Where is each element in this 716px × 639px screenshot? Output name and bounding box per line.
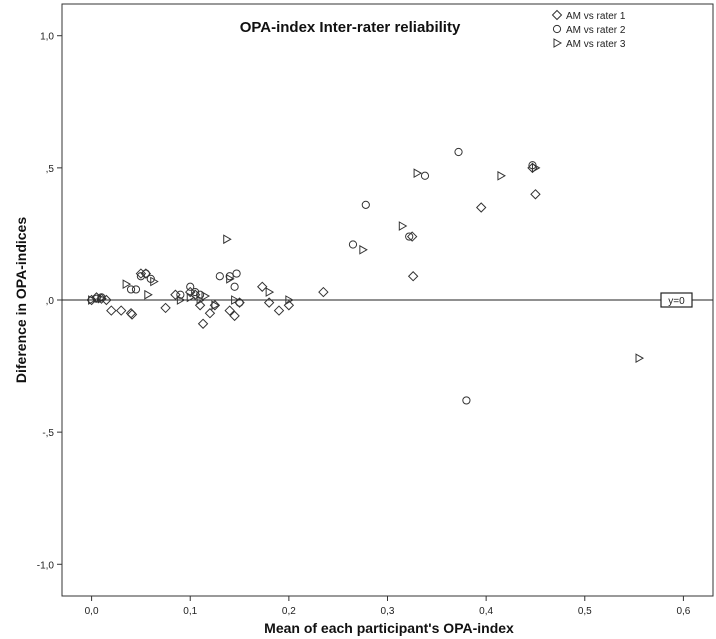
x-tick-label: 0,4 xyxy=(479,606,493,617)
data-point-diamond xyxy=(115,305,127,316)
data-point-circle xyxy=(176,290,185,299)
data-point-diamond xyxy=(406,231,418,242)
data-point-circle xyxy=(232,269,241,278)
data-point-diamond xyxy=(101,294,112,306)
data-point-diamond xyxy=(106,305,117,316)
data-point-diamond xyxy=(126,309,138,320)
data-point-triangle xyxy=(144,289,153,300)
data-point-triangle xyxy=(150,276,159,287)
x-tick-label: 0,6 xyxy=(676,606,690,617)
reference-line-label: y=0 xyxy=(668,296,685,307)
x-axis-ticks: 0,0 0,1 0,2 0,3 0,4 0,5 0,6 xyxy=(85,596,691,617)
data-point-circle xyxy=(225,272,234,281)
x-tick-label: 0,0 xyxy=(85,606,99,617)
data-point-circle xyxy=(141,269,150,278)
data-point-circle xyxy=(131,285,141,294)
y-axis-title: Diference in OPA-indices xyxy=(13,217,29,383)
data-point-triangle xyxy=(413,168,423,179)
data-point-diamond xyxy=(407,271,419,282)
data-point-triangle xyxy=(265,287,275,297)
data-point-circle xyxy=(462,396,471,405)
data-point-diamond xyxy=(135,268,147,279)
data-point-diamond xyxy=(204,308,216,319)
data-point-diamond xyxy=(224,305,235,316)
x-tick-label: 0,2 xyxy=(282,606,296,617)
x-axis-title: Mean of each participant's OPA-index xyxy=(264,620,514,636)
data-point-diamond xyxy=(318,286,329,298)
data-point-triangle xyxy=(176,295,186,305)
data-point-diamond xyxy=(185,286,196,298)
data-point-circle xyxy=(191,287,200,297)
x-tick-label: 0,5 xyxy=(578,606,592,617)
data-point-circle xyxy=(405,232,414,241)
data-point-triangle xyxy=(531,162,541,173)
data-point-circle xyxy=(215,272,224,281)
reference-line-label-box: y=0 xyxy=(660,292,693,308)
data-point-diamond xyxy=(263,297,275,308)
data-point-triangle xyxy=(226,273,235,284)
data-point-triangle xyxy=(398,221,408,231)
data-point-diamond xyxy=(160,302,171,314)
data-point-triangle xyxy=(196,295,206,305)
legend-label: AM vs rater 3 xyxy=(566,39,626,50)
data-point-diamond xyxy=(273,305,285,316)
legend-label: AM vs rater 1 xyxy=(566,11,626,22)
data-points xyxy=(86,147,645,405)
y-tick-label: 1,0 xyxy=(40,32,54,43)
chart-title: OPA-index Inter-rater reliability xyxy=(240,19,461,36)
data-point-circle xyxy=(136,272,146,281)
legend-marker-circle xyxy=(552,24,562,34)
data-point-triangle xyxy=(97,293,107,304)
reference-line-label-frame xyxy=(660,292,693,308)
y-tick-label: -1,0 xyxy=(37,560,55,571)
data-point-circle xyxy=(454,147,463,157)
series-3 xyxy=(88,162,645,364)
data-point-circle xyxy=(126,285,136,294)
y-tick-label: ,0 xyxy=(46,296,55,307)
data-point-triangle xyxy=(211,300,220,311)
x-tick-label: 0,1 xyxy=(183,606,197,617)
data-point-diamond xyxy=(170,289,181,300)
series-2 xyxy=(92,147,537,405)
data-point-triangle xyxy=(223,234,232,245)
y-axis-ticks: 1,0 ,5 ,0 -,5 -1,0 xyxy=(37,32,62,571)
data-point-circle xyxy=(186,282,195,291)
data-point-circle xyxy=(230,282,239,291)
data-point-triangle xyxy=(186,292,196,303)
data-point-triangle xyxy=(359,244,368,255)
data-point-triangle xyxy=(497,170,506,181)
data-point-circle xyxy=(348,240,358,249)
data-point-diamond xyxy=(197,318,209,329)
data-point-diamond xyxy=(530,189,541,200)
data-point-circle xyxy=(361,200,370,209)
y-tick-label: -,5 xyxy=(42,428,54,439)
y-tick-label: ,5 xyxy=(46,164,55,175)
data-point-diamond xyxy=(257,281,268,292)
legend: AM vs rater 1 AM vs rater 2 AM vs rater 3 xyxy=(551,9,626,50)
data-point-circle xyxy=(235,298,244,307)
data-point-diamond xyxy=(475,202,487,213)
legend-marker-diamond xyxy=(551,9,563,21)
data-point-circle xyxy=(195,290,205,299)
data-point-circle xyxy=(420,171,430,180)
legend-marker-triangle xyxy=(553,38,563,48)
data-point-triangle xyxy=(201,291,211,301)
data-point-triangle xyxy=(635,353,645,364)
data-point-triangle xyxy=(88,295,97,305)
legend-label: AM vs rater 2 xyxy=(566,25,626,36)
data-point-triangle xyxy=(122,279,132,290)
x-tick-label: 0,3 xyxy=(381,606,395,617)
data-point-diamond xyxy=(229,310,240,322)
data-point-triangle xyxy=(231,295,240,305)
data-point-triangle xyxy=(285,295,294,305)
